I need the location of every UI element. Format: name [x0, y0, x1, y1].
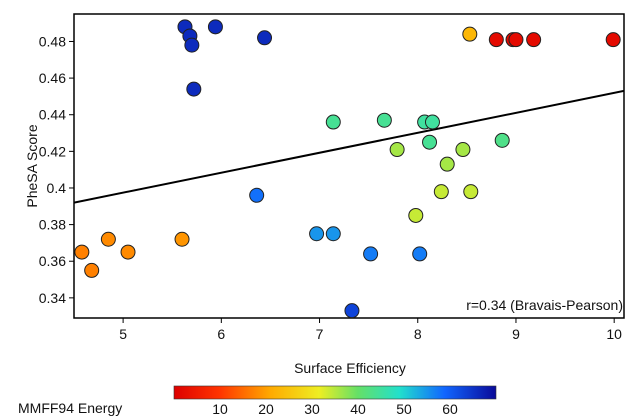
colorbar-ticks: 10 20 30 40 50 60: [212, 401, 458, 417]
colorbar-label: MMFF94 Energy: [18, 400, 122, 416]
x-tick-label: 8: [414, 326, 422, 342]
colorbar-tick-label: 60: [442, 401, 458, 417]
data-point: [257, 30, 273, 46]
data-points: [74, 19, 621, 319]
y-tick-label: 0.46: [39, 70, 66, 86]
trend-line: [74, 89, 624, 204]
data-point: [526, 32, 542, 48]
y-tick-label: 0.48: [39, 33, 66, 49]
data-point: [463, 184, 479, 200]
data-point: [376, 112, 392, 128]
colorbar-tick-label: 40: [350, 401, 366, 417]
x-tick-label: 6: [217, 326, 225, 342]
data-point: [186, 81, 202, 97]
x-tick-label: 5: [119, 326, 127, 342]
data-point: [174, 231, 190, 247]
correlation-annotation: r=0.34 (Bravais-Pearson): [466, 297, 623, 313]
data-point: [363, 246, 379, 262]
colorbar-tick-label: 10: [212, 401, 228, 417]
y-tick-label: 0.42: [39, 143, 66, 159]
data-point: [207, 19, 223, 35]
data-point: [389, 142, 405, 158]
y-tick-label: 0.36: [39, 253, 66, 269]
x-tick-label: 10: [606, 326, 622, 342]
y-tick-label: 0.38: [39, 217, 66, 233]
y-axis: 0.34 0.36 0.38 0.4 0.42 0.44 0.46 0.48: [39, 33, 74, 306]
data-point: [508, 32, 524, 48]
data-point: [120, 244, 136, 260]
colorbar-tick-label: 50: [396, 401, 412, 417]
colorbar-tick-label: 30: [304, 401, 320, 417]
y-axis-label: PheSA Score: [24, 124, 40, 207]
y-tick-label: 0.4: [47, 180, 67, 196]
colorbar: [173, 385, 497, 400]
y-tick-label: 0.34: [39, 290, 66, 306]
y-tick-label: 0.44: [39, 107, 66, 123]
data-point: [462, 26, 478, 42]
data-point: [488, 32, 504, 48]
data-point: [422, 134, 438, 150]
data-point: [605, 32, 621, 48]
data-point: [184, 37, 200, 53]
data-point: [439, 156, 455, 172]
data-point: [424, 114, 440, 130]
x-tick-label: 7: [316, 326, 324, 342]
data-point: [433, 184, 449, 200]
data-point: [84, 262, 100, 278]
x-tick-label: 9: [512, 326, 520, 342]
plot-frame: [73, 13, 625, 319]
data-point: [249, 187, 265, 203]
data-point: [494, 132, 510, 148]
data-point: [408, 207, 424, 223]
data-point: [325, 226, 341, 242]
data-point: [100, 231, 116, 247]
data-point: [74, 244, 90, 260]
data-point: [325, 114, 341, 130]
colorbar-tick-label: 20: [258, 401, 274, 417]
data-point: [412, 246, 428, 262]
data-point: [344, 303, 360, 319]
data-point: [455, 142, 471, 158]
x-axis: 5 6 7 8 9 10: [119, 318, 622, 342]
x-axis-label: Surface Efficiency: [294, 360, 406, 376]
data-point: [309, 226, 325, 242]
